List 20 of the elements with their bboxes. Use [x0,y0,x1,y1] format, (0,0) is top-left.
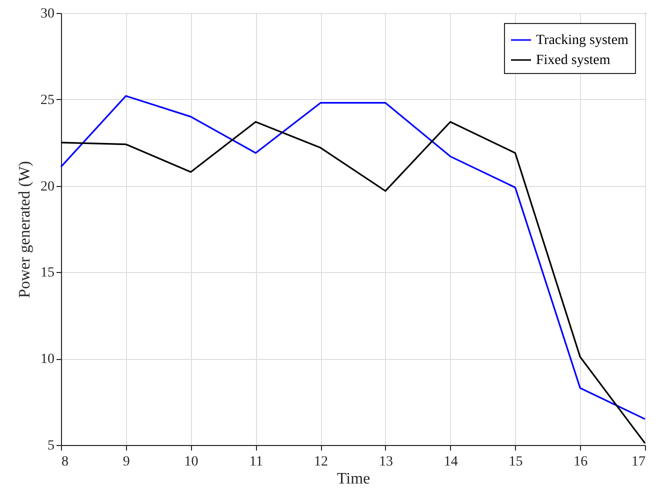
x-tick-label: 8 [62,454,68,470]
x-tick-label: 11 [249,454,263,470]
legend-label: Tracking system [536,33,629,48]
y-tick-label: 25 [40,92,54,108]
legend-label: Fixed system [536,53,610,68]
y-tick-label: 20 [40,179,54,194]
x-tick-label: 10 [184,454,198,470]
y-tick-label: 15 [40,266,54,281]
x-tick-label: 17 [632,454,646,470]
x-tick-label: 15 [508,454,523,470]
y-tick-label: 30 [40,6,54,22]
x-tick-label: 12 [314,454,328,470]
y-tick-label: 10 [40,352,54,368]
y-axis-title: Power generated (W) [16,161,34,298]
x-tick-label: 9 [122,454,130,470]
x-tick-label: 16 [574,454,588,470]
x-axis-title: Time [336,470,370,488]
x-tick-label: 14 [444,454,458,470]
y-tick-label: 5 [48,438,54,454]
x-tick-label: 13 [378,454,393,470]
